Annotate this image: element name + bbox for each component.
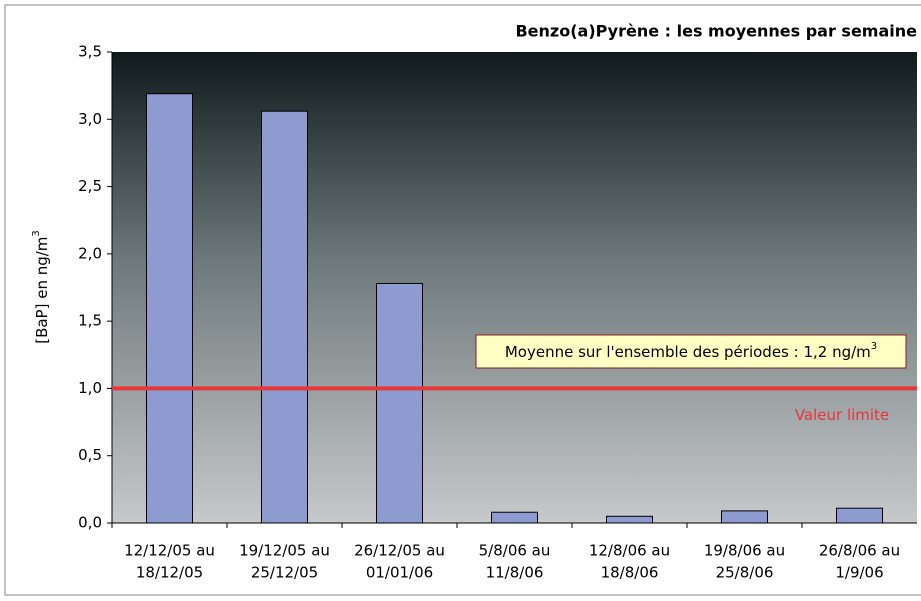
y-tick-label: 1,0 [78,379,102,397]
x-tick-label: 01/01/06 [366,564,433,582]
annotation-text: Moyenne sur l'ensemble des périodes : 1,… [505,343,871,361]
bar [491,511,538,524]
bar [836,507,883,524]
y-tick-label: 3,5 [78,43,102,61]
y-tick-label: 3,0 [78,110,102,128]
y-tick-label: 2,0 [78,244,102,262]
x-tick-label: 26/12/05 au [354,542,445,560]
x-tick-label: 19/12/05 au [239,542,330,560]
x-tick-label: 18/12/05 [136,564,203,582]
annotation: Moyenne sur l'ensemble des périodes : 1,… [505,341,877,361]
bar [721,510,768,524]
x-tick-label: 12/8/06 au [589,542,670,560]
y-axis-label: [BaP] en ng/m3 [31,230,51,344]
bar [261,110,308,524]
annotation-sup: 3 [871,341,877,352]
limit-label: Valeur limite [795,406,889,424]
x-tick-label: 5/8/06 au [479,542,551,560]
x-tick-label: 1/9/06 [835,564,883,582]
annotation-box [475,334,907,369]
x-tick-label: 12/12/05 au [124,542,215,560]
chart-title: Benzo(a)Pyrène : les moyennes par semain… [515,22,917,41]
y-tick-label: 1,5 [78,312,102,330]
bar [606,515,653,524]
bar [146,93,193,524]
y-tick-label: 2,5 [78,177,102,195]
x-tick-label: 26/8/06 au [819,542,900,560]
y-tick-label: 0,5 [78,446,102,464]
plot-area [112,52,917,523]
x-tick-label: 19/8/06 au [704,542,785,560]
x-tick-label: 25/8/06 [716,564,774,582]
bar [376,282,423,524]
x-tick-label: 18/8/06 [601,564,659,582]
x-tick-label: 25/12/05 [251,564,318,582]
y-tick-label: 0,0 [78,514,102,532]
x-tick-label: 11/8/06 [486,564,544,582]
